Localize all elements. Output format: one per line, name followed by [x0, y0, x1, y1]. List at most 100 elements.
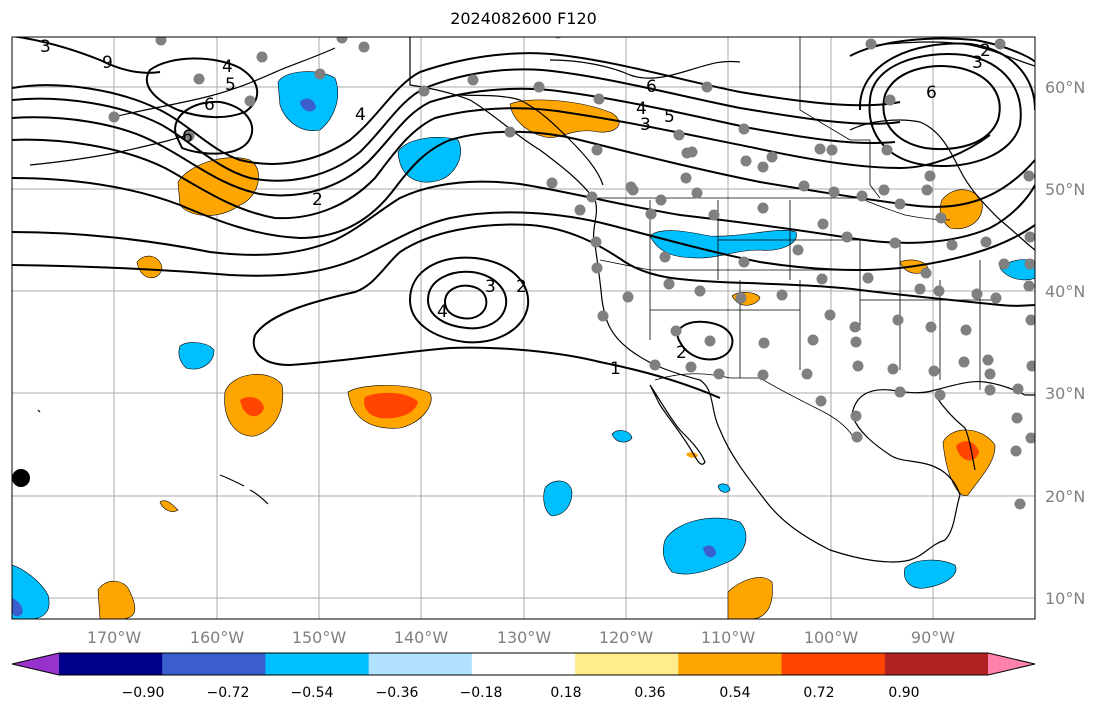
contour-label: 4 — [222, 57, 233, 77]
negative-anomaly-region — [178, 342, 215, 370]
negative-anomaly-region — [717, 483, 731, 493]
station-marker — [924, 170, 936, 182]
negative-anomaly-region — [611, 430, 633, 443]
station-marker — [980, 236, 992, 248]
station-marker — [1012, 383, 1024, 395]
station-marker — [738, 256, 750, 268]
station-marker — [256, 51, 268, 63]
contour-label: 6 — [926, 83, 937, 103]
contour-label: 6 — [182, 127, 193, 147]
station-marker — [801, 368, 813, 380]
colorbar-bin — [265, 653, 370, 675]
station-marker — [1025, 432, 1035, 444]
station-marker — [914, 283, 926, 295]
station-marker — [659, 251, 671, 263]
contour-label: 6 — [646, 77, 657, 97]
station-marker — [982, 354, 994, 366]
contour-label: 3 — [40, 37, 51, 57]
colorbar-bin — [884, 653, 989, 675]
station-marker — [574, 204, 586, 216]
station-marker — [155, 37, 167, 46]
longitude-label: 90°W — [911, 628, 955, 647]
colorbar-tick-label: 0.18 — [550, 685, 581, 701]
station-marker — [358, 41, 370, 53]
longitude-label: 160°W — [190, 628, 245, 647]
station-marker — [504, 126, 516, 138]
station-marker — [946, 239, 958, 251]
station-marker — [663, 278, 675, 290]
positive-anomaly-region — [364, 392, 418, 419]
station-marker — [336, 37, 348, 44]
station-marker — [593, 93, 605, 105]
station-marker — [314, 68, 326, 80]
positive-anomaly-region — [159, 500, 179, 512]
station-marker — [586, 191, 598, 203]
colorbar-tick-label: −0.54 — [291, 685, 334, 701]
longitude-labels: 170°W 160°W 150°W 140°W 130°W 120°W 110°… — [87, 628, 955, 647]
negative-anomaly-region — [12, 598, 23, 617]
station-marker — [998, 258, 1010, 270]
station-marker — [467, 74, 479, 86]
station-marker — [792, 244, 804, 256]
station-marker — [758, 337, 770, 349]
station-marker — [925, 321, 937, 333]
station-marker — [928, 365, 940, 377]
station-marker — [892, 314, 904, 326]
longitude-label: 170°W — [87, 628, 142, 647]
station-marker — [958, 356, 970, 368]
station-marker — [533, 81, 545, 93]
station-marker — [1023, 170, 1035, 182]
colorbar-bin — [781, 653, 886, 675]
positive-anomaly-region — [136, 255, 163, 279]
positive-anomaly-region — [727, 577, 773, 619]
station-marker — [649, 359, 661, 371]
colorbar-tick-labels: −0.90 −0.72 −0.54 −0.36 −0.18 0.18 0.36 … — [122, 685, 920, 701]
negative-anomaly-region — [397, 137, 461, 183]
contour-label: 5 — [664, 107, 675, 127]
station-marker — [685, 361, 697, 373]
station-marker — [193, 73, 205, 85]
station-marker — [826, 144, 838, 156]
negative-anomaly-region — [543, 480, 573, 517]
station-marker — [865, 38, 877, 50]
station-marker — [881, 144, 893, 156]
contour-label: 2 — [312, 190, 323, 210]
map-frame — [11, 36, 1036, 620]
latitude-label: 40°N — [1045, 282, 1085, 301]
station-marker — [920, 267, 932, 279]
station-marker — [934, 389, 946, 401]
station-marker — [738, 123, 750, 135]
station-marker — [1024, 231, 1035, 243]
station-marker — [935, 212, 947, 224]
station-marker — [894, 386, 906, 398]
station-marker — [817, 218, 829, 230]
latitude-label: 10°N — [1045, 589, 1085, 608]
station-marker — [694, 285, 706, 297]
station-marker — [713, 368, 725, 380]
station-marker — [1024, 258, 1035, 270]
longitude-label: 150°W — [292, 628, 347, 647]
station-marker — [990, 292, 1002, 304]
station-marker — [828, 186, 840, 198]
station-marker — [701, 81, 713, 93]
negative-anomaly-region — [649, 230, 797, 259]
height-contours — [12, 37, 1035, 399]
station-marker — [994, 38, 1006, 50]
station-marker — [591, 144, 603, 156]
station-marker — [680, 172, 692, 184]
station-marker — [766, 151, 778, 163]
station-marker — [884, 94, 896, 106]
station-marker — [622, 291, 634, 303]
contour-label: 2 — [516, 277, 527, 297]
station-marker — [108, 111, 120, 123]
colorbar-bin — [575, 653, 679, 675]
contour-label: 3 — [485, 277, 496, 297]
station-marker — [183, 130, 195, 142]
colorbar-bin — [368, 653, 473, 675]
longitude-label: 110°W — [701, 628, 756, 647]
colorbar-bin — [162, 653, 266, 675]
station-marker — [807, 334, 819, 346]
station-marker — [627, 184, 639, 196]
contour-label: 2 — [676, 343, 687, 363]
